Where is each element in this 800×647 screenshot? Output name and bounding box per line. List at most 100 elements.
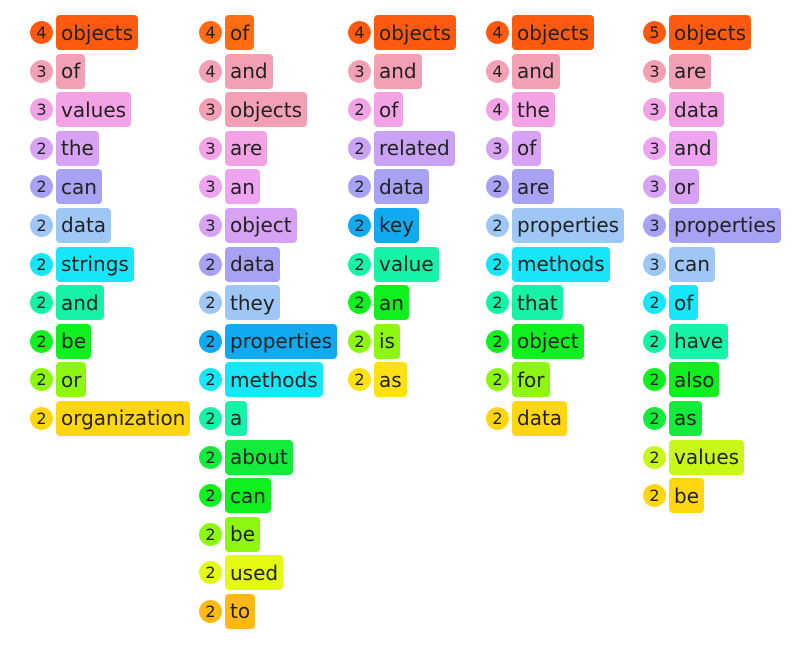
count-badge: 2: [486, 329, 509, 353]
count-badge: 2: [643, 291, 666, 315]
count-badge: 2: [643, 329, 666, 353]
word-row: 2 properties: [199, 323, 338, 359]
word-chip: are: [669, 53, 712, 89]
word-row: 3 are: [199, 130, 337, 166]
word-chip: and: [56, 285, 104, 321]
word-row: 2 can: [30, 169, 190, 205]
word-row: 2 be: [643, 478, 781, 514]
word-chip: organization: [56, 400, 191, 436]
count-badge: 2: [199, 406, 222, 430]
word-row: 2 methods: [199, 362, 337, 398]
word-chip: data: [225, 246, 281, 282]
count-badge: 2: [199, 599, 222, 623]
count-badge: 2: [30, 406, 53, 430]
count-badge: 3: [643, 213, 666, 237]
count-badge: 2: [199, 368, 222, 392]
count-badge: 2: [30, 329, 53, 353]
word-column-2: 4 of 4 and 3 objects 3 are 3 an 3 object 2 data 2 they 2…: [199, 15, 338, 633]
word-chip: properties: [512, 207, 625, 243]
count-badge: 3: [30, 59, 53, 83]
count-badge: 3: [30, 98, 53, 122]
count-badge: 2: [643, 368, 666, 392]
word-chip: data: [669, 92, 725, 128]
word-row: 3 or: [643, 169, 781, 205]
word-chip: and: [512, 53, 560, 89]
count-badge: 2: [348, 136, 371, 160]
count-badge: 2: [30, 291, 53, 315]
count-badge: 2: [486, 368, 509, 392]
word-row: 3 are: [643, 53, 781, 89]
word-chip: objects: [669, 15, 752, 50]
word-chip: an: [225, 169, 260, 205]
word-chip: or: [56, 362, 87, 398]
word-chip: that: [512, 285, 563, 321]
word-chip: the: [512, 92, 555, 128]
word-row: 2 have: [643, 323, 781, 359]
word-chip: and: [374, 53, 422, 89]
count-badge: 2: [199, 522, 222, 546]
count-badge: 2: [348, 252, 371, 276]
count-badge: 2: [348, 291, 371, 315]
word-row: 3 values: [30, 92, 190, 128]
count-badge: 4: [348, 21, 371, 44]
word-row: 2 can: [199, 478, 337, 514]
count-badge: 2: [486, 213, 509, 237]
word-row: 2 strings: [30, 246, 190, 282]
word-chip: for: [512, 362, 550, 398]
count-badge: 2: [348, 368, 371, 392]
word-chip: and: [669, 130, 717, 166]
count-badge: 3: [199, 175, 222, 199]
word-chip: about: [225, 439, 293, 475]
word-chip: methods: [512, 246, 610, 282]
word-chip: data: [56, 207, 112, 243]
word-chip: and: [225, 53, 273, 89]
word-row: 5 objects: [643, 15, 781, 50]
count-badge: 3: [643, 175, 666, 199]
word-row: 2 also: [643, 362, 781, 398]
word-chip: objects: [374, 15, 457, 50]
word-chip: object: [512, 323, 584, 359]
word-chip: an: [374, 285, 409, 321]
word-row: 2 are: [486, 169, 624, 205]
word-row: 2 organization: [30, 400, 191, 436]
word-row: 2 that: [486, 285, 624, 321]
word-column-1: 4 objects 3 of 3 values 2 the 2 can 2 data 2 strings 2…: [30, 15, 191, 440]
count-badge: 2: [643, 445, 666, 469]
count-badge: 2: [486, 175, 509, 199]
word-row: 3 of: [486, 130, 624, 166]
word-chip: related: [374, 130, 455, 166]
word-row: 2 data: [486, 400, 624, 436]
word-chip: of: [374, 92, 404, 128]
count-badge: 2: [348, 213, 371, 237]
word-chip: they: [225, 285, 280, 321]
word-row: 2 about: [199, 439, 337, 475]
word-chip: a: [225, 400, 248, 436]
word-chip: can: [56, 169, 102, 205]
word-row: 3 objects: [199, 92, 337, 128]
word-chip: are: [225, 130, 268, 166]
word-row: 2 data: [30, 207, 190, 243]
word-row: 2 data: [199, 246, 337, 282]
count-badge: 3: [199, 98, 222, 122]
word-row: 3 object: [199, 207, 337, 243]
word-chip: can: [669, 246, 715, 282]
word-chip: value: [374, 246, 439, 282]
count-badge: 4: [199, 21, 222, 44]
count-badge: 2: [199, 329, 222, 353]
count-badge: 2: [348, 329, 371, 353]
count-badge: 3: [486, 136, 509, 160]
word-column-4: 4 objects 4 and 4 the 3 of 2 are 2 properties 2 metho…: [486, 15, 625, 440]
count-badge: 2: [30, 136, 53, 160]
count-badge: 2: [199, 561, 222, 585]
count-badge: 2: [199, 484, 222, 508]
word-row: 4 objects: [486, 15, 624, 50]
word-chip: data: [512, 400, 568, 436]
word-row: 2 or: [30, 362, 190, 398]
count-badge: 2: [199, 252, 222, 276]
count-badge: 2: [486, 406, 509, 430]
word-chip: object: [225, 207, 297, 243]
word-row: 3 of: [30, 53, 190, 89]
word-chip: of: [225, 15, 255, 50]
word-row: 2 of: [643, 285, 781, 321]
count-badge: 2: [30, 252, 53, 276]
